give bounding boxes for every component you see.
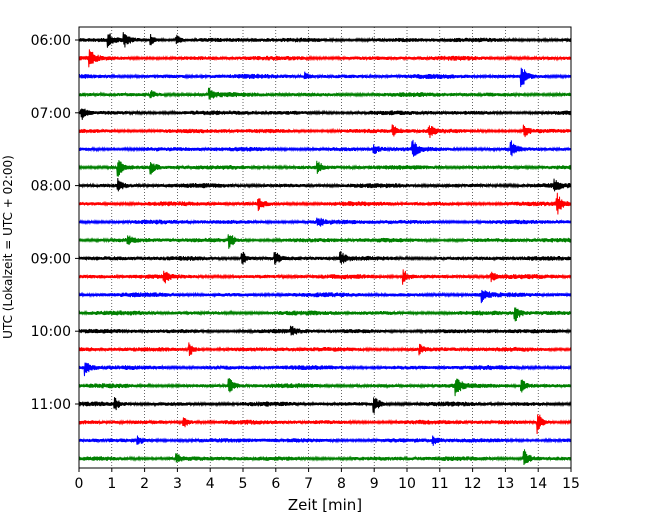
trace-0815 <box>78 192 572 215</box>
y-tick-label: 09:00 <box>31 251 71 267</box>
trace-0945 <box>78 307 572 322</box>
y-tick-label: 10:00 <box>31 324 71 340</box>
x-axis: 0 1 2 3 4 5 6 7 8 9 10 11 12 13 14 15 <box>75 468 580 492</box>
y-axis: 06:00 07:00 08:00 09:00 10:00 11:00 <box>31 33 79 413</box>
trace-1045 <box>78 378 572 397</box>
x-tick-label: 8 <box>337 476 346 492</box>
trace-1000 <box>78 325 572 336</box>
trace-0630 <box>78 67 572 88</box>
x-tick-label: 9 <box>370 476 379 492</box>
trace-0700 <box>78 108 572 120</box>
trace-1100 <box>78 397 572 414</box>
trace-0800 <box>78 177 572 192</box>
plot-frame <box>78 26 572 469</box>
x-tick-label: 11 <box>431 476 449 492</box>
x-tick-label: 2 <box>140 476 149 492</box>
trace-0830 <box>78 217 572 227</box>
traces <box>78 32 572 465</box>
trace-0845 <box>78 234 572 249</box>
y-axis-label: UTC (Lokalzeit = UTC + 02:00) <box>1 155 15 339</box>
x-tick-label: 14 <box>529 476 547 492</box>
trace-0915 <box>78 269 572 285</box>
x-tick-label: 13 <box>496 476 514 492</box>
y-tick-label: 07:00 <box>31 106 71 122</box>
y-tick-label: 08:00 <box>31 179 71 195</box>
x-tick-label: 3 <box>173 476 182 492</box>
x-tick-label: 6 <box>271 476 280 492</box>
x-tick-label: 15 <box>562 476 580 492</box>
x-axis-label: Zeit [min] <box>288 496 362 514</box>
y-tick-label: 11:00 <box>31 397 71 413</box>
trace-1115 <box>78 414 572 434</box>
y-tick-label: 06:00 <box>31 33 71 49</box>
trace-1030 <box>78 362 572 377</box>
trace-1015 <box>78 342 572 356</box>
trace-0745 <box>78 160 572 177</box>
x-tick-label: 7 <box>304 476 313 492</box>
x-tick-label: 10 <box>398 476 416 492</box>
trace-1130 <box>78 435 572 446</box>
x-tick-label: 12 <box>464 476 482 492</box>
trace-0900 <box>78 250 572 265</box>
x-tick-label: 5 <box>239 476 248 492</box>
trace-0715 <box>78 124 572 139</box>
trace-0930 <box>78 289 572 304</box>
plot-area <box>79 27 571 468</box>
trace-1145 <box>78 449 572 465</box>
trace-0730 <box>78 139 572 157</box>
x-tick-label: 4 <box>206 476 215 492</box>
trace-0600 <box>78 32 572 48</box>
x-tick-label: 1 <box>107 476 116 492</box>
trace-0645 <box>78 87 572 100</box>
x-tick-label: 0 <box>75 476 84 492</box>
trace-0615 <box>78 49 572 68</box>
